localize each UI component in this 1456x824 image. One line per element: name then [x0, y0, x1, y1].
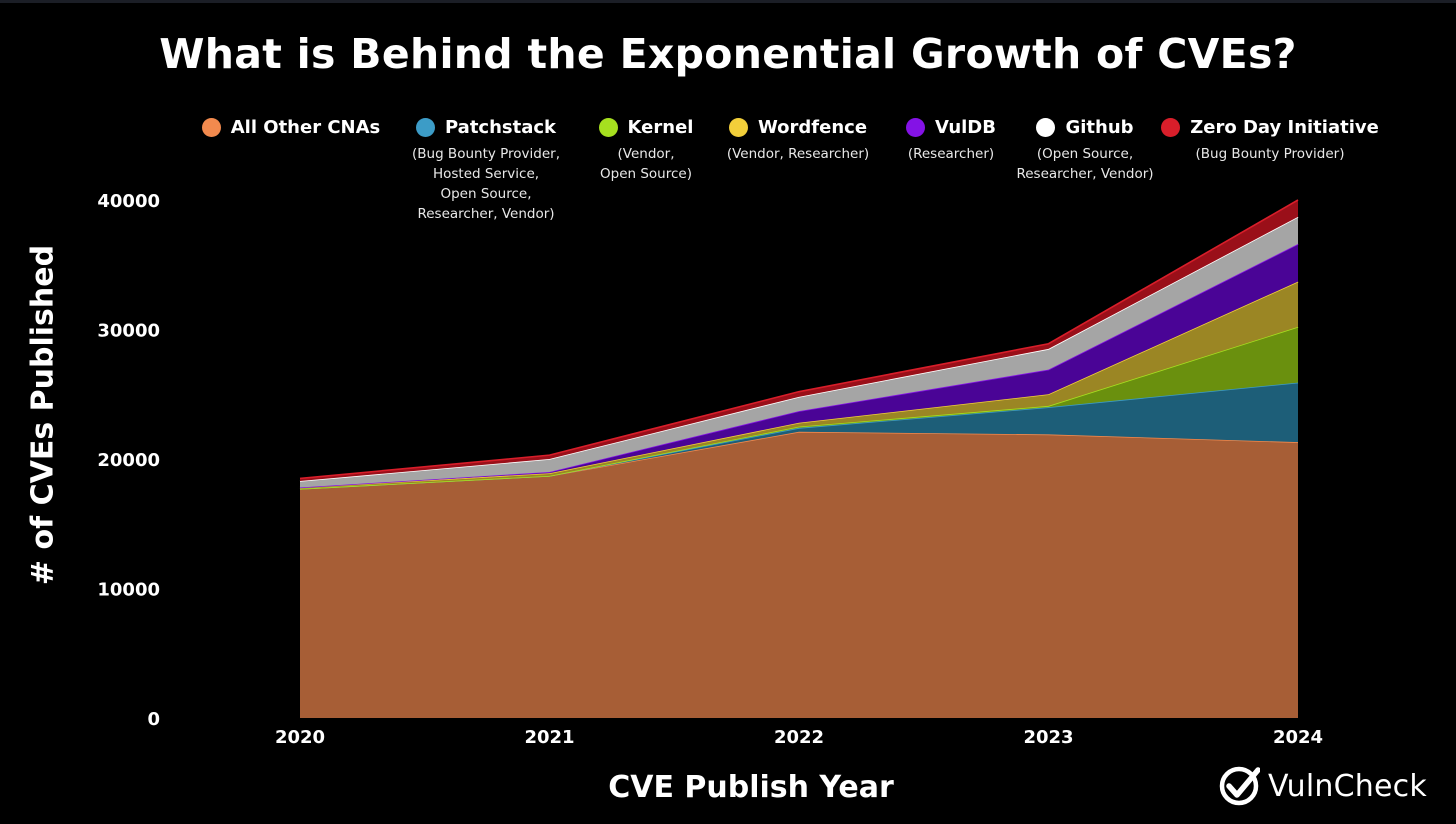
legend-item: Patchstack (Bug Bounty Provider, Hosted Se…: [366, 117, 606, 224]
area-wordfence: [300, 281, 1298, 489]
legend-description-line: Researcher, Vendor): [417, 206, 555, 222]
legend-description-line: (Vendor, Researcher): [726, 146, 870, 162]
legend-swatch: [906, 118, 926, 137]
legend-entry: All Other CNAs: [171, 117, 411, 138]
x-axis-label: CVE Publish Year: [608, 770, 894, 805]
y-tick-label: 30000: [97, 321, 160, 342]
y-tick-label: 20000: [97, 450, 160, 471]
legend-description-line: (Vendor,: [617, 146, 675, 162]
line-zero-day-initiative: [299, 199, 1299, 480]
legend-label: All Other CNAs: [230, 117, 381, 138]
x-tick-label: 2023: [1023, 727, 1073, 748]
legend-swatch: [415, 118, 435, 137]
area-all-other-cnas: [300, 431, 1298, 718]
x-tick-label: 2022: [774, 727, 824, 748]
area-vuldb: [300, 244, 1298, 488]
legend-description: (Open Source, Researcher, Vendor): [965, 144, 1205, 184]
legend-description: (Researcher): [831, 144, 1071, 164]
y-tick-label: 40000: [97, 191, 160, 212]
y-axis-label: # of CVEs Published: [25, 244, 61, 586]
legend-item: Kernel (Vendor, Open Source): [526, 117, 766, 184]
legend-description-line: Open Source,: [440, 186, 532, 202]
legend-description-line: Open Source): [600, 166, 692, 182]
legend-item: Wordfence (Vendor, Researcher): [678, 117, 918, 164]
y-tick-label: 0: [147, 709, 160, 730]
legend-swatch: [201, 118, 221, 137]
legend-item: All Other CNAs: [171, 117, 411, 138]
legend-item: VulDB (Researcher): [831, 117, 1071, 164]
area-patchstack: [300, 382, 1298, 489]
legend-description: (Bug Bounty Provider, Hosted Service, Open…: [366, 144, 606, 224]
legend-description-line: (Bug Bounty Provider,: [411, 146, 561, 162]
y-tick-label: 10000: [97, 580, 160, 601]
legend-description-line: (Bug Bounty Provider): [1195, 146, 1345, 162]
legend-swatch: [1161, 118, 1181, 137]
legend-label: Zero Day Initiative: [1190, 117, 1379, 138]
legend-label: Kernel: [627, 117, 694, 138]
brand-name: VulnCheck: [1268, 768, 1427, 804]
legend-label: VulDB: [935, 117, 996, 138]
legend-label: Wordfence: [757, 117, 868, 138]
legend-swatch: [1036, 118, 1056, 137]
legend-item: Github (Open Source, Researcher, Vendor): [965, 117, 1205, 184]
legend-description: (Vendor, Researcher): [678, 144, 918, 164]
legend-label: Patchstack: [444, 117, 557, 138]
legend-label: Github: [1065, 117, 1134, 138]
legend-entry: Wordfence: [678, 117, 918, 138]
legend-description: (Vendor, Open Source): [526, 144, 766, 184]
vulncheck-check-icon: [1219, 766, 1260, 806]
x-tick-label: 2021: [524, 727, 574, 748]
chart-title: What is Behind the Exponential Growth of…: [159, 30, 1297, 78]
top-strip: [0, 0, 1456, 3]
x-tick-label: 2024: [1273, 727, 1323, 748]
legend-description-line: Researcher, Vendor): [1016, 166, 1154, 182]
legend-description-line: Hosted Service,: [432, 166, 540, 182]
legend-entry: Patchstack: [366, 117, 606, 138]
legend-description-line: (Researcher): [907, 146, 995, 162]
x-tick-label: 2020: [275, 727, 325, 748]
legend-entry: Zero Day Initiative: [1150, 117, 1390, 138]
legend-swatch: [598, 118, 618, 137]
legend-swatch: [728, 118, 748, 137]
legend-entry: Kernel: [526, 117, 766, 138]
vulncheck-logo: VulnCheck: [1218, 765, 1427, 807]
legend-entry: Github: [965, 117, 1205, 138]
legend-item: Zero Day Initiative (Bug Bounty Provider): [1150, 117, 1390, 164]
legend-description-line: (Open Source,: [1036, 146, 1134, 162]
legend-entry: VulDB: [831, 117, 1071, 138]
legend-description: (Bug Bounty Provider): [1150, 144, 1390, 164]
